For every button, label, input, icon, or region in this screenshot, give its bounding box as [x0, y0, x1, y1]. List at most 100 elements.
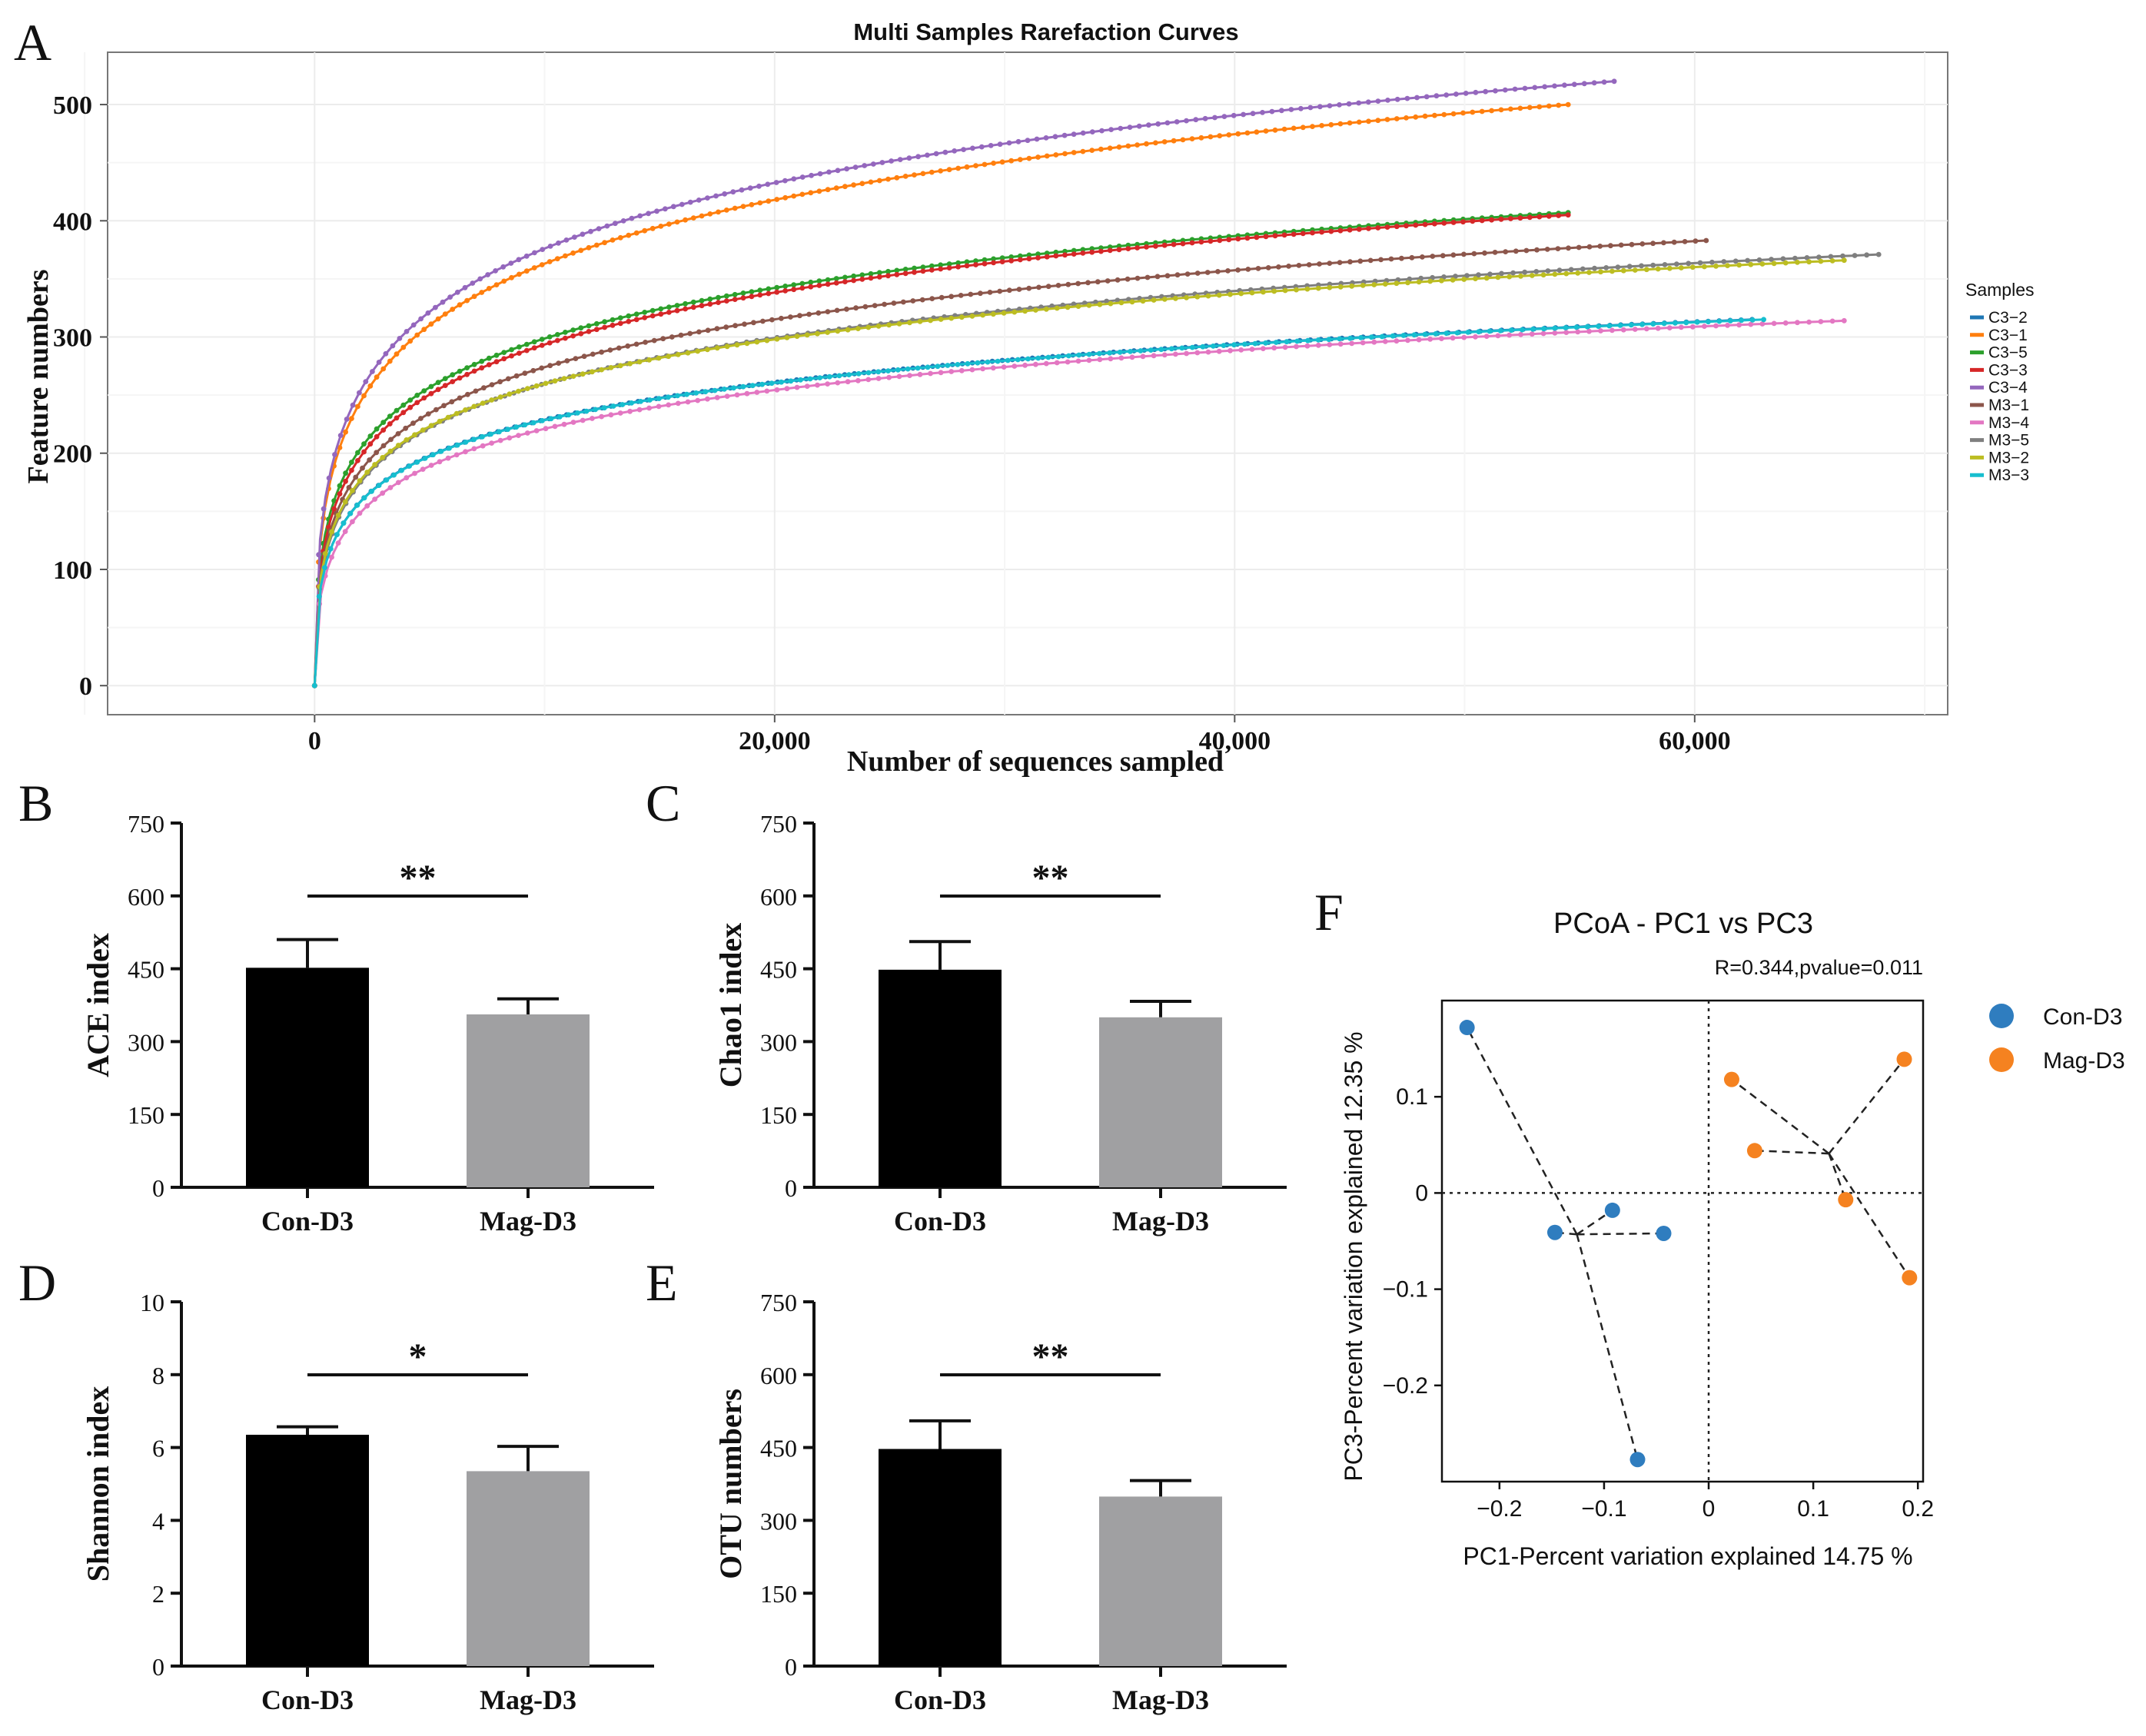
- series-point: [361, 495, 367, 501]
- series-point: [1470, 109, 1476, 115]
- series-point: [1125, 143, 1131, 149]
- series-point: [1043, 360, 1049, 367]
- series-point: [794, 334, 800, 339]
- series-point: [1357, 258, 1364, 264]
- series-point: [1689, 324, 1696, 330]
- series-point: [1461, 251, 1467, 257]
- series-point: [533, 428, 540, 433]
- series-point: [457, 368, 463, 374]
- series-point: [620, 218, 626, 224]
- series-point: [1512, 86, 1518, 92]
- series-point: [1055, 354, 1061, 360]
- series-point: [749, 289, 755, 294]
- series-point: [1097, 357, 1103, 363]
- series-point: [1071, 131, 1077, 138]
- series-point: [523, 347, 530, 354]
- series-point: [1241, 341, 1247, 347]
- series-point: [1366, 118, 1371, 124]
- legend-label: C3−4: [1988, 379, 2028, 397]
- series-point: [543, 380, 549, 387]
- series-point: [410, 420, 416, 427]
- series-point: [407, 404, 414, 410]
- series-point: [1518, 273, 1523, 279]
- series-point: [1304, 286, 1311, 292]
- series-point: [1025, 138, 1031, 144]
- series-point: [1423, 94, 1430, 100]
- series-point: [1076, 352, 1082, 358]
- otu-bar-chart: 0 150 300 450 600 750 OTU numbers Con-D3 Mag-D3 *…: [713, 1289, 1287, 1715]
- series-point: [395, 431, 401, 436]
- series-point: [421, 395, 427, 401]
- series-point: [734, 342, 740, 348]
- series-point: [1161, 242, 1168, 248]
- series-point: [928, 370, 933, 377]
- series-point: [747, 185, 753, 191]
- series-point: [1639, 321, 1645, 327]
- x-tick-label: Mag-D3: [1112, 1206, 1209, 1236]
- series-point: [1043, 306, 1049, 312]
- series-point: [391, 472, 397, 478]
- bar-con-d3: [246, 968, 369, 1187]
- series-point: [1129, 354, 1135, 360]
- x-tick-label: Mag-D3: [1112, 1685, 1209, 1715]
- series-point: [447, 294, 453, 300]
- series-point: [414, 332, 420, 338]
- series-point: [374, 450, 380, 456]
- series-point: [885, 273, 891, 279]
- series-point: [825, 330, 830, 335]
- series-point: [721, 387, 727, 392]
- series-point: [724, 393, 730, 399]
- series-point: [1592, 265, 1597, 271]
- series-point: [1487, 271, 1493, 277]
- series-point: [546, 340, 553, 346]
- series-point: [1148, 347, 1154, 353]
- series-point: [463, 407, 468, 413]
- series-point: [1282, 344, 1288, 350]
- series-point: [1673, 261, 1679, 267]
- series-point: [1517, 215, 1523, 221]
- series-point: [530, 420, 536, 426]
- series-point: [1433, 331, 1439, 337]
- series-point: [489, 440, 494, 446]
- series-point: [350, 519, 355, 525]
- series-point: [1703, 237, 1709, 244]
- series-point: [707, 296, 713, 302]
- legend-label: C3−3: [1988, 361, 2028, 379]
- series-point: [1580, 266, 1586, 272]
- series-point: [868, 179, 874, 185]
- series-point: [1235, 267, 1241, 273]
- series-point: [642, 227, 648, 234]
- series-point: [1584, 324, 1590, 330]
- series-point: [1568, 267, 1574, 273]
- x-tick-label: 0.1: [1797, 1496, 1829, 1522]
- legend-label: Mag-D3: [2043, 1048, 2125, 1074]
- series-point: [509, 353, 514, 359]
- rarefaction-x-ticks: 0 20,000 40,000 60,000: [308, 715, 1731, 755]
- series-point: [610, 403, 616, 409]
- series-point: [332, 452, 337, 457]
- series-point: [749, 383, 756, 389]
- series-point: [991, 161, 996, 166]
- series-point: [507, 435, 513, 441]
- series-point: [1639, 263, 1644, 269]
- series-point: [791, 287, 797, 293]
- series-point: [1620, 267, 1626, 274]
- series-point: [590, 416, 595, 421]
- series-point: [1358, 335, 1364, 340]
- series-point: [973, 262, 978, 267]
- series-m3-4: [311, 317, 1847, 689]
- series-point: [617, 363, 623, 369]
- series-point: [516, 388, 521, 394]
- series-point: [380, 455, 386, 460]
- series-point: [1608, 243, 1613, 249]
- rarefaction-x-axis-label: Number of sequences sampled: [847, 745, 1224, 778]
- series-point: [1598, 269, 1603, 275]
- series-point: [322, 551, 328, 556]
- series-point: [754, 390, 760, 395]
- legend-marker-mag-d3: [1989, 1047, 2014, 1072]
- series-point: [1697, 260, 1703, 266]
- series-point: [1151, 297, 1157, 303]
- series-point: [1759, 321, 1766, 327]
- series-point: [578, 330, 584, 337]
- series-point: [1694, 319, 1700, 325]
